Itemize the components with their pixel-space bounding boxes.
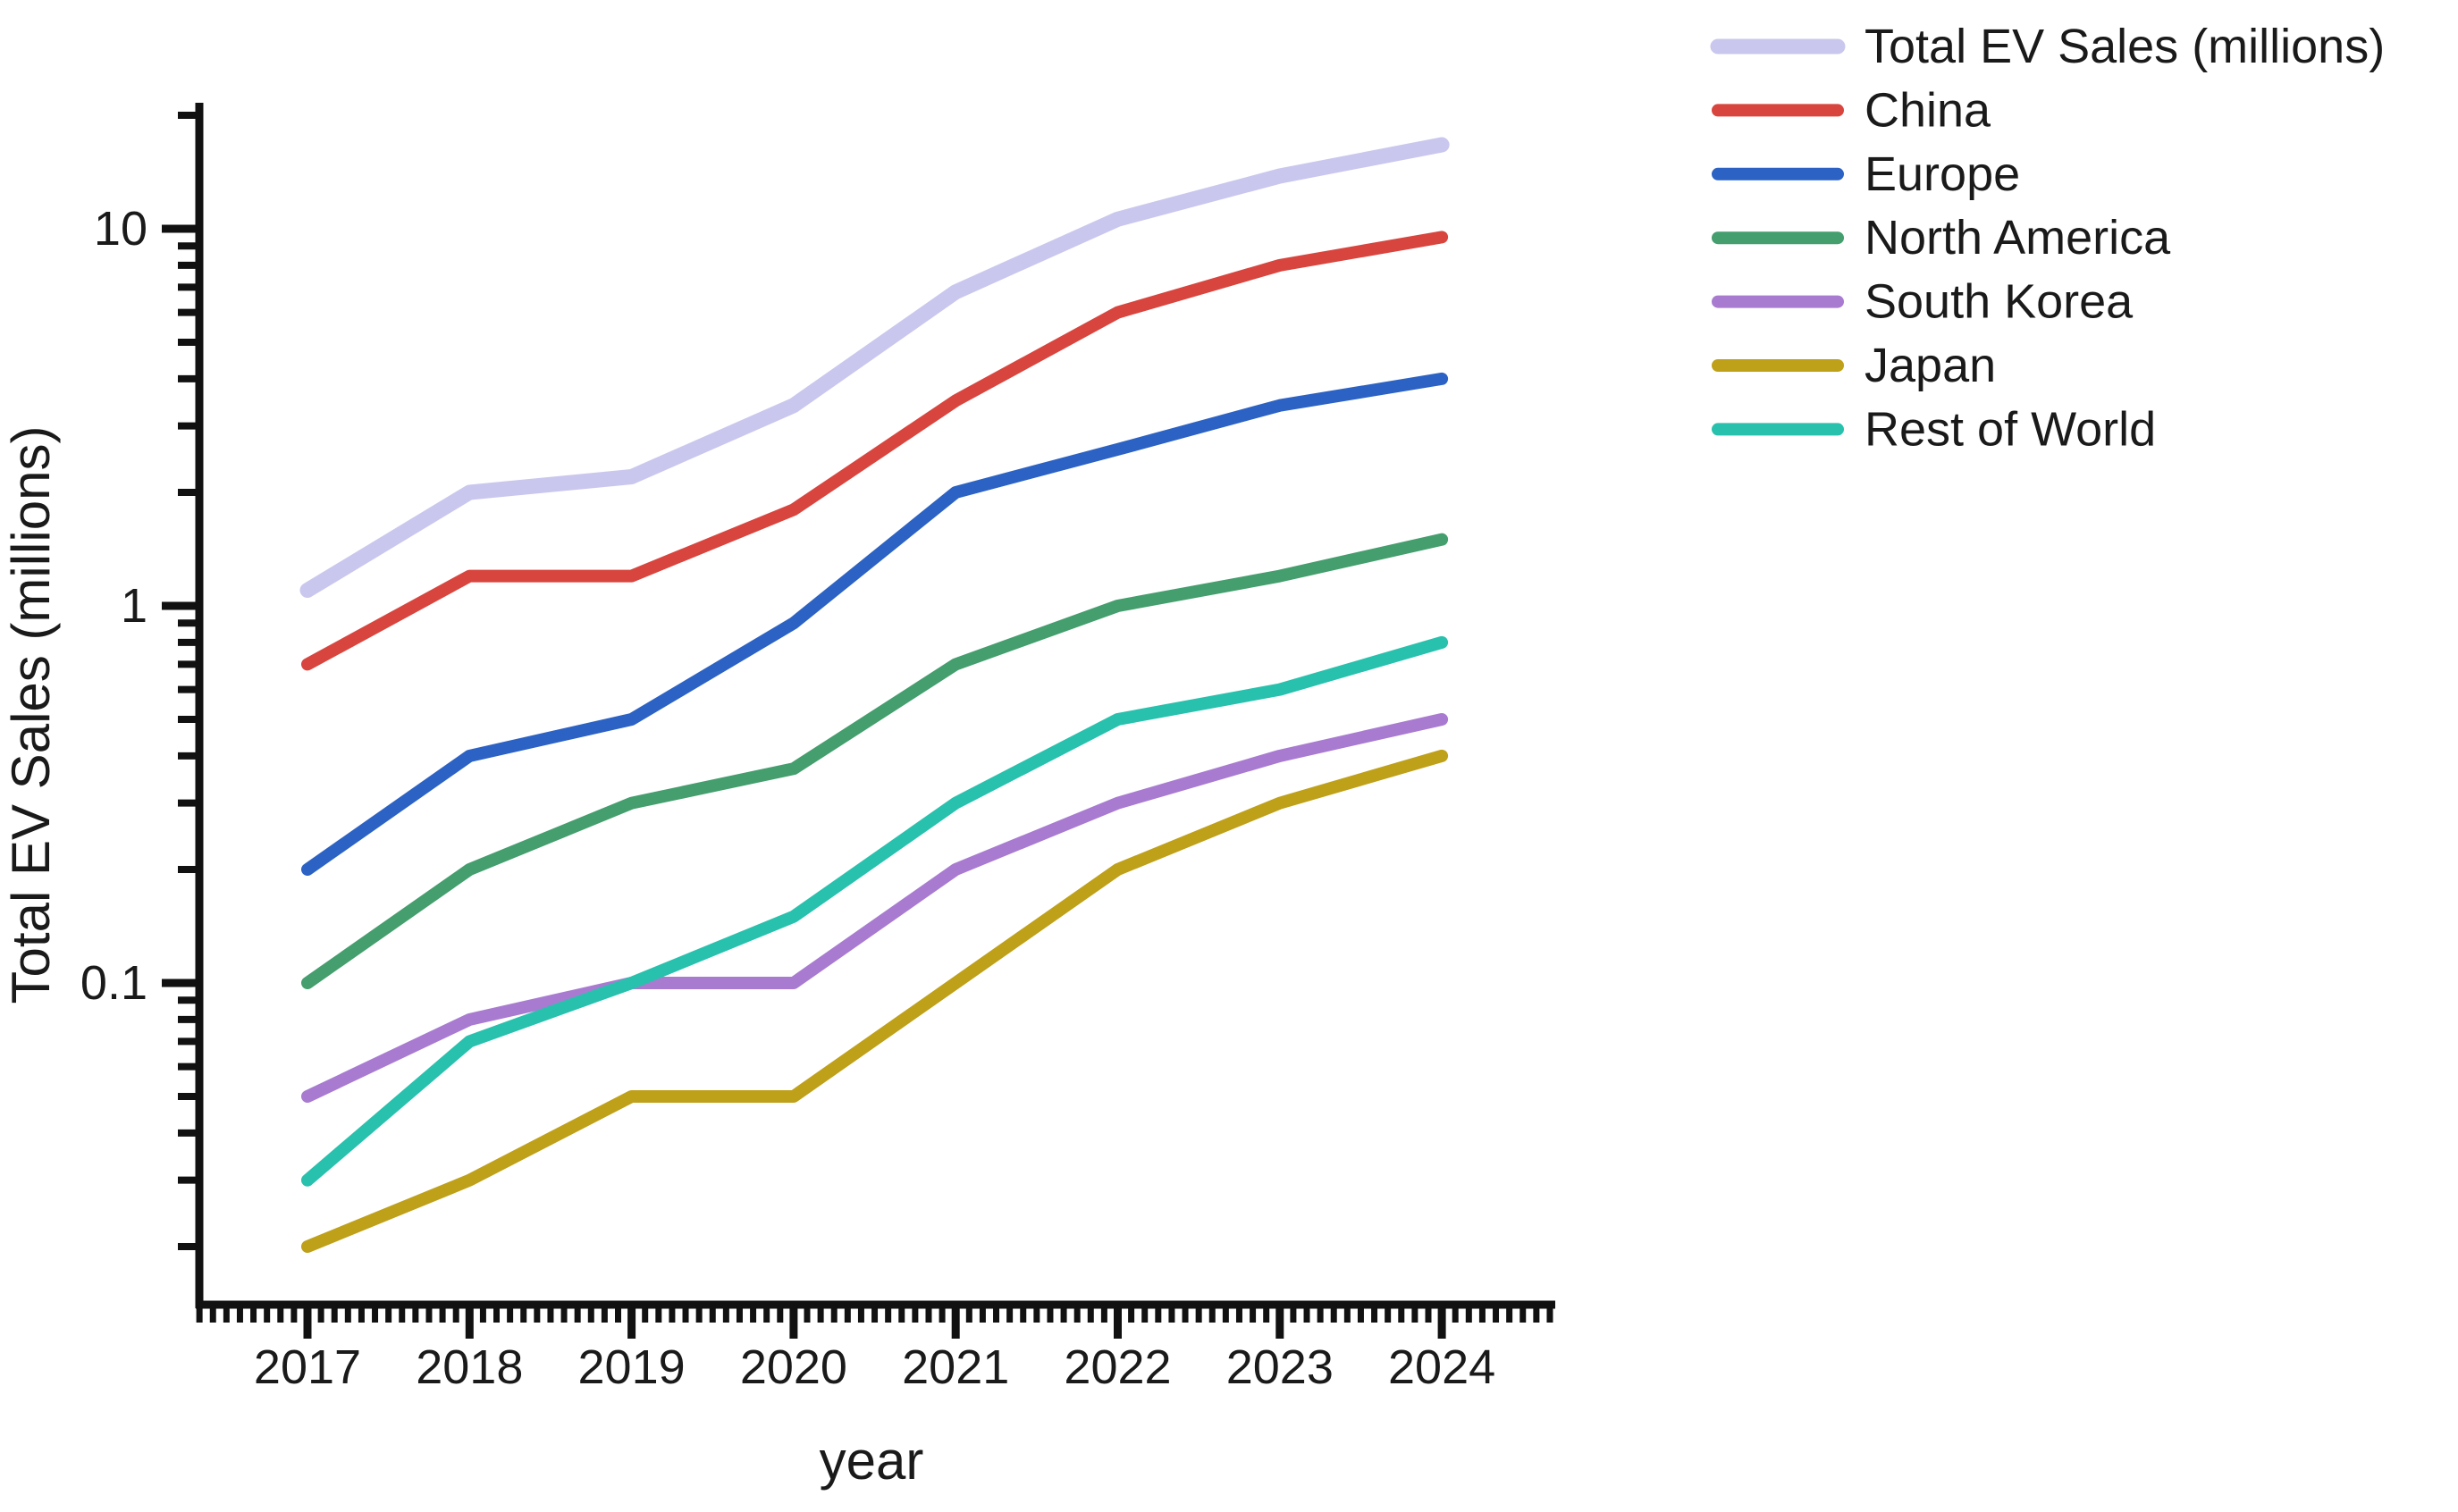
legend-label: China (1865, 83, 1991, 137)
y-axis-label: Total EV Sales (millions) (1, 426, 61, 1004)
series-line-japan (301, 749, 1449, 1253)
x-tick-label: 2017 (254, 1340, 361, 1394)
legend-label: Total EV Sales (millions) (1865, 20, 2385, 73)
legend-item: Europe (1712, 147, 2020, 201)
axes (162, 103, 1555, 1339)
y-tick-label: 0.1 (80, 956, 147, 1010)
legend-label: Japan (1865, 339, 1996, 392)
series-line-china (301, 231, 1449, 671)
series-line-rest-of-world (301, 635, 1449, 1187)
x-tick-label: 2018 (416, 1340, 523, 1394)
x-tick-label: 2020 (740, 1340, 847, 1394)
x-tick-label: 2022 (1064, 1340, 1171, 1394)
x-axis-label: year (820, 1431, 924, 1491)
legend-item: Total EV Sales (millions) (1710, 20, 2385, 73)
legend-label: Rest of World (1865, 402, 2156, 456)
x-tick-labels: 2017 2018 2019 2020 2021 2022 2023 2024 (254, 1340, 1495, 1394)
x-tick-label: 2019 (578, 1340, 686, 1394)
y-tick-label: 1 (121, 579, 147, 633)
x-tick-label: 2021 (902, 1340, 1009, 1394)
legend-label: North America (1865, 211, 2171, 265)
legend: Total EV Sales (millions) China Europe Nort… (1710, 20, 2385, 456)
legend-item: South Korea (1712, 275, 2134, 329)
legend-item: North America (1712, 211, 2171, 265)
y-tick-labels: 10 1 0.1 (80, 202, 147, 1010)
legend-item: Rest of World (1712, 402, 2156, 456)
series-line-europe (301, 372, 1449, 876)
y-tick-label: 10 (94, 202, 147, 256)
legend-label: South Korea (1865, 275, 2134, 329)
series-lines (299, 137, 1450, 1253)
x-tick-label: 2024 (1388, 1340, 1495, 1394)
legend-item: China (1712, 83, 1991, 137)
series-line-north-america (301, 533, 1449, 989)
x-tick-label: 2023 (1226, 1340, 1334, 1394)
series-line-south-korea (301, 713, 1449, 1103)
legend-item: Japan (1712, 339, 1996, 392)
legend-label: Europe (1865, 147, 2020, 201)
series-line-total-ev-sales-millions (299, 137, 1450, 598)
